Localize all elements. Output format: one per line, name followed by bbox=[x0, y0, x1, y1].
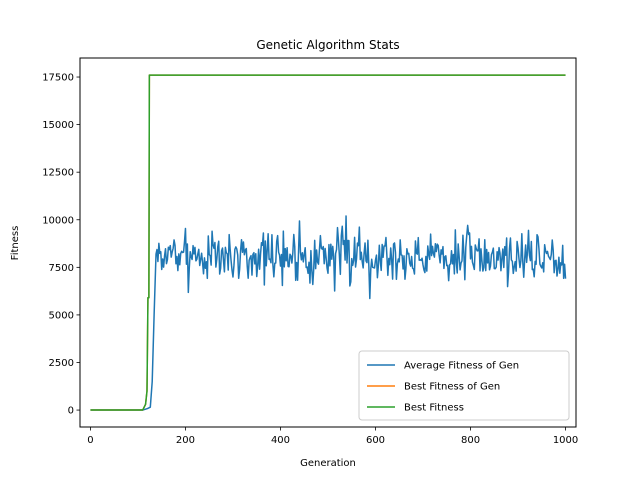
y-tick-label: 15000 bbox=[42, 120, 74, 131]
x-tick-label: 800 bbox=[461, 435, 480, 446]
y-tick-label: 10000 bbox=[42, 215, 74, 226]
legend-label-0: Average Fitness of Gen bbox=[404, 361, 519, 372]
y-axis: 0 2500 5000 7500 10000 12500 15000 17500 bbox=[42, 73, 80, 417]
legend-label-1: Best Fitness of Gen bbox=[404, 382, 500, 393]
y-axis-title: Fitness bbox=[10, 226, 21, 261]
y-tick-label: 2500 bbox=[49, 358, 74, 369]
legend-box bbox=[358, 350, 570, 421]
x-tick-label: 400 bbox=[271, 435, 290, 446]
x-tick-label: 0 bbox=[87, 435, 93, 446]
series-layer bbox=[90, 74, 567, 411]
chart-title: Genetic Algorithm Stats bbox=[256, 38, 399, 52]
x-tick-label: 1000 bbox=[553, 435, 578, 446]
x-axis-title: Generation bbox=[300, 458, 356, 469]
x-tick-label: 600 bbox=[366, 435, 385, 446]
y-tick-label: 7500 bbox=[49, 263, 74, 274]
y-tick-label: 5000 bbox=[49, 310, 74, 321]
y-tick-label: 0 bbox=[68, 406, 74, 417]
legend: Average Fitness of Gen Best Fitness of Ge… bbox=[358, 350, 570, 421]
x-tick-label: 200 bbox=[176, 435, 195, 446]
series-line-2 bbox=[90, 74, 566, 411]
series-line-0 bbox=[90, 215, 567, 411]
x-axis: 0 200 400 600 800 1000 bbox=[87, 427, 578, 446]
y-tick-label: 17500 bbox=[42, 73, 74, 84]
plot-frame bbox=[79, 57, 577, 428]
y-tick-label: 12500 bbox=[42, 168, 74, 179]
legend-label-2: Best Fitness bbox=[404, 403, 464, 414]
